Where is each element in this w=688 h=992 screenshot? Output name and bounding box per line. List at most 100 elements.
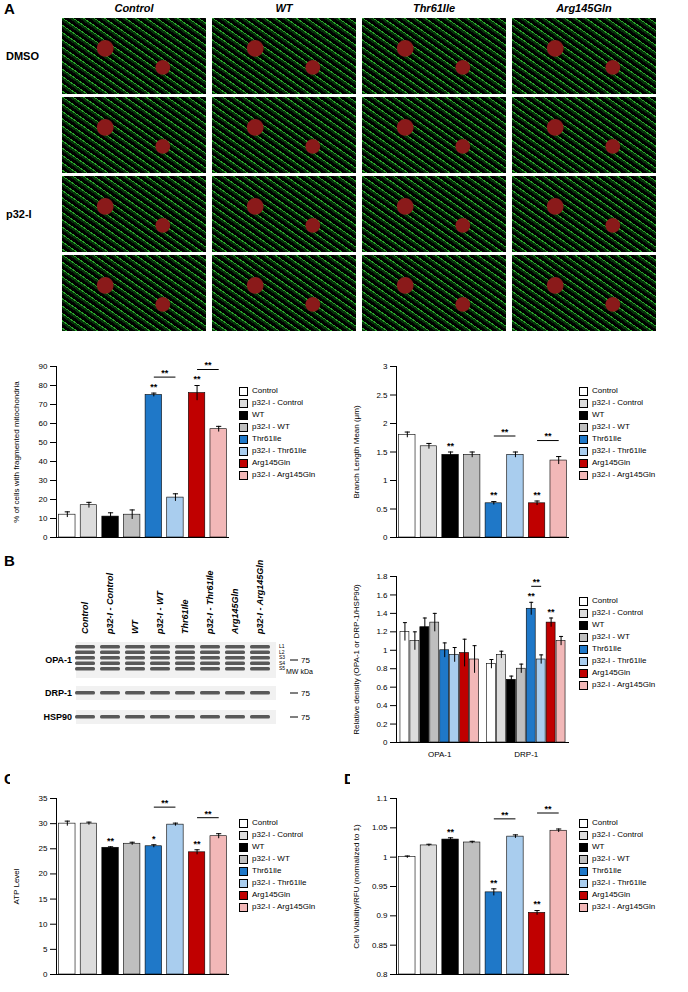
svg-text:p32-I - Control: p32-I - Control: [105, 573, 115, 635]
svg-text:S5: S5: [279, 665, 285, 671]
svg-text:**: **: [204, 360, 212, 370]
html-text:Arg145Gln: Arg145Gln: [556, 2, 612, 14]
svg-text:1.5: 1.5: [376, 448, 388, 457]
svg-text:0.2: 0.2: [376, 720, 388, 729]
html-text:Thr61Ile: Thr61Ile: [412, 2, 456, 14]
svg-text:DRP-1: DRP-1: [514, 750, 539, 759]
html-text:WT: WT: [252, 410, 265, 419]
svg-text:**: **: [544, 804, 552, 814]
svg-text:0: 0: [43, 970, 48, 979]
svg-text:Arg145Gln: Arg145Gln: [230, 588, 240, 635]
svg-text:Relative density (OPA-1 or DRP: Relative density (OPA-1 or DRP-1/HSP90): [352, 584, 361, 735]
svg-text:60: 60: [39, 419, 48, 428]
svg-text:1.6: 1.6: [376, 591, 388, 600]
svg-text:0.9: 0.9: [376, 911, 388, 920]
svg-text:2.5: 2.5: [376, 391, 388, 400]
html-text:D: D: [344, 770, 355, 787]
html-text:DMSO: DMSO: [6, 50, 39, 62]
svg-text:1: 1: [383, 476, 388, 485]
svg-text:0.95: 0.95: [372, 882, 388, 891]
svg-text:10: 10: [39, 920, 48, 929]
svg-text:**: **: [161, 798, 169, 808]
svg-text:**: **: [501, 427, 509, 437]
svg-text:**: **: [194, 374, 202, 384]
svg-text:25: 25: [39, 844, 48, 853]
svg-text:DRP-1: DRP-1: [45, 688, 72, 698]
svg-text:75: 75: [301, 656, 310, 665]
svg-text:p32-I - Arg145Gln: p32-I - Arg145Gln: [255, 559, 265, 635]
html-text:A: A: [4, 0, 15, 17]
svg-text:**: **: [544, 431, 552, 441]
svg-text:**: **: [548, 607, 556, 617]
svg-text:5: 5: [43, 945, 48, 954]
svg-text:Branch Length Mean (μm): Branch Length Mean (μm): [352, 405, 361, 498]
svg-text:70: 70: [39, 400, 48, 409]
svg-text:1.05: 1.05: [372, 823, 388, 832]
svg-text:35: 35: [39, 794, 48, 803]
svg-text:**: **: [528, 591, 536, 601]
html-text:p32-I - Control: p32-I - Control: [252, 398, 304, 407]
svg-text:Control: Control: [80, 602, 90, 634]
svg-text:0.85: 0.85: [372, 941, 388, 950]
svg-text:% of cells with fragmented mit: % of cells with fragmented mitochondria: [12, 381, 21, 523]
svg-text:**: **: [194, 839, 202, 849]
svg-text:WT: WT: [130, 619, 140, 634]
svg-text:50: 50: [39, 438, 48, 447]
svg-text:1.2: 1.2: [376, 627, 388, 636]
svg-text:p32-I - Thr61Ile: p32-I - Thr61Ile: [205, 570, 215, 635]
svg-text:**: **: [490, 490, 498, 500]
svg-text:40: 40: [39, 457, 48, 466]
svg-text:0.8: 0.8: [376, 664, 388, 673]
svg-text:OPA-1: OPA-1: [428, 750, 452, 759]
html-text:B: B: [4, 552, 15, 569]
svg-text:**: **: [150, 382, 158, 392]
svg-text:20: 20: [39, 869, 48, 878]
svg-text:75: 75: [301, 713, 310, 722]
svg-text:0.4: 0.4: [376, 701, 388, 710]
svg-text:1.4: 1.4: [376, 609, 388, 618]
svg-text:1: 1: [383, 646, 388, 655]
svg-text:1: 1: [383, 853, 388, 862]
html-text:WT: WT: [275, 2, 293, 14]
svg-text:**: **: [204, 809, 212, 819]
svg-text:**: **: [161, 368, 169, 378]
svg-text:*: *: [152, 834, 156, 844]
svg-text:Thr61Ile: Thr61Ile: [180, 599, 190, 634]
svg-text:1.1: 1.1: [376, 794, 388, 803]
svg-text:0.6: 0.6: [376, 683, 388, 692]
svg-text:MW kDa: MW kDa: [286, 668, 313, 675]
svg-text:0.8: 0.8: [376, 970, 388, 979]
svg-text:OPA-1: OPA-1: [45, 655, 72, 665]
svg-text:15: 15: [39, 895, 48, 904]
svg-text:80: 80: [39, 381, 48, 390]
html-text:p32-I: p32-I: [6, 208, 32, 220]
svg-text:0: 0: [383, 738, 388, 747]
svg-text:3: 3: [383, 362, 388, 371]
html-text:Control: Control: [114, 2, 154, 14]
svg-text:2: 2: [383, 419, 388, 428]
svg-text:75: 75: [301, 689, 310, 698]
svg-text:**: **: [501, 810, 509, 820]
svg-text:20: 20: [39, 495, 48, 504]
svg-text:0: 0: [43, 533, 48, 542]
svg-text:1.8: 1.8: [376, 572, 388, 581]
svg-text:Cell Viability/RFU (normalized: Cell Viability/RFU (normalized to 1): [352, 824, 361, 949]
svg-text:0.5: 0.5: [376, 505, 388, 514]
html-text:C: C: [4, 770, 15, 787]
svg-text:**: **: [534, 490, 542, 500]
svg-text:ATP Level: ATP Level: [12, 868, 21, 904]
svg-text:**: **: [447, 441, 455, 451]
svg-text:**: **: [447, 827, 455, 837]
svg-text:10: 10: [39, 514, 48, 523]
svg-text:30: 30: [39, 476, 48, 485]
svg-text:**: **: [490, 878, 498, 888]
html-text:Control: Control: [252, 386, 278, 395]
svg-text:30: 30: [39, 819, 48, 828]
svg-text:**: **: [107, 836, 115, 846]
svg-text:**: **: [534, 899, 542, 909]
svg-text:HSP90: HSP90: [43, 712, 72, 722]
svg-text:**: **: [533, 577, 541, 587]
svg-text:90: 90: [39, 362, 48, 371]
svg-text:0: 0: [383, 533, 388, 542]
svg-text:p32-I - WT: p32-I - WT: [155, 590, 165, 635]
